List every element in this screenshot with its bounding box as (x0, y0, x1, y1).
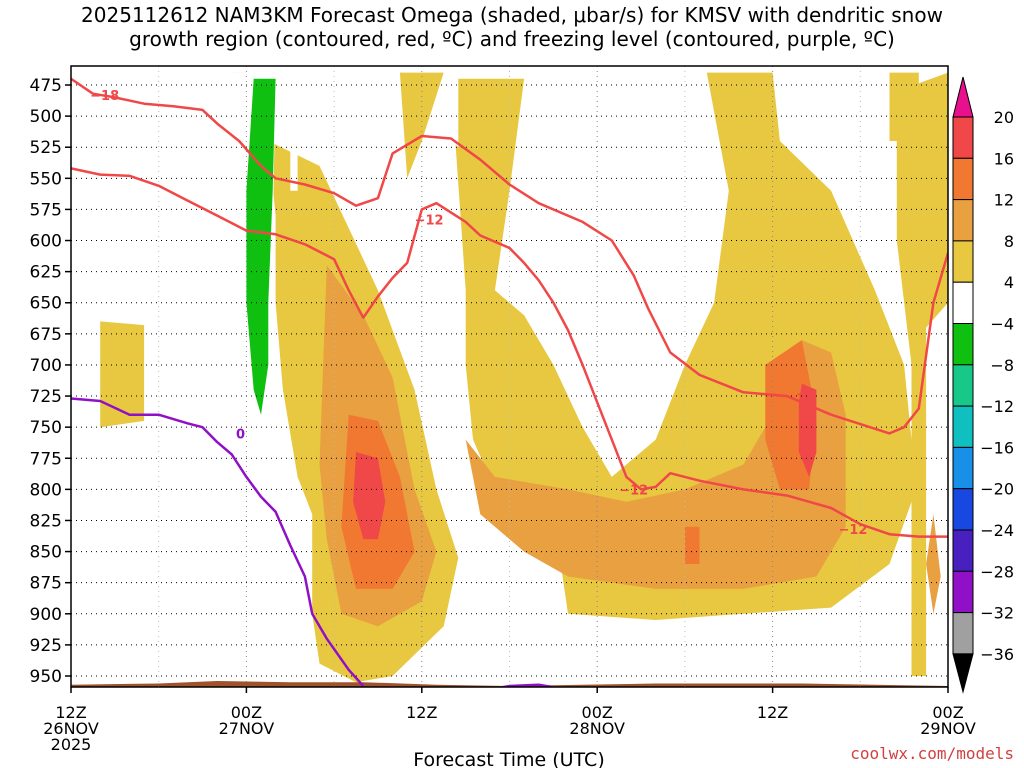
x-tick-label: 00Z (582, 703, 613, 722)
omega-region (275, 601, 280, 627)
chart-title-line2: growth region (contoured, red, ºC) and f… (129, 27, 895, 51)
y-tick-label: 675 (30, 325, 62, 345)
colorbar-label: 20 (994, 108, 1014, 127)
y-tick-label: 575 (30, 200, 62, 220)
colorbar-label: −24 (980, 521, 1014, 540)
omega-region (290, 72, 298, 191)
colorbar-bin (952, 323, 974, 366)
colorbar-under-arrow (952, 653, 974, 694)
colorbar-label: −8 (990, 356, 1014, 375)
x-tick-label: 26NOV (43, 719, 99, 738)
grid (71, 66, 948, 687)
colorbar-bin (952, 612, 974, 655)
x-tick-label: 2025 (51, 735, 92, 754)
omega-region (926, 514, 941, 614)
colorbar-bin (952, 570, 974, 614)
dgz-contour (71, 77, 948, 435)
colorbar-label: −36 (980, 645, 1014, 664)
x-tick-label: 12Z (406, 703, 437, 722)
ground-layer (71, 681, 948, 687)
colorbar-label: −4 (990, 315, 1014, 334)
omega-region (684, 526, 700, 564)
y-tick-label: 650 (30, 294, 62, 314)
colorbar-bin (952, 199, 974, 242)
x-tick-label: 27NOV (219, 719, 275, 738)
omega-region (246, 539, 254, 589)
y-tick-label: 825 (30, 511, 62, 531)
y-tick-label: 600 (30, 232, 62, 252)
colorbar-bin (952, 364, 974, 407)
colorbar-bin (952, 281, 974, 325)
colorbar-label: −16 (980, 438, 1014, 457)
y-tick-label: 750 (30, 418, 62, 438)
colorbar-label: 16 (994, 149, 1014, 168)
y-tick-label: 875 (30, 574, 62, 594)
y-tick-label: 900 (30, 605, 62, 625)
colorbar: 20 16 12 8 4 −4 −8 −12 −16 −20 −24 −28 −32 −36 (952, 76, 1014, 694)
colorbar-label: 12 (994, 191, 1014, 210)
colorbar-bin (952, 446, 974, 490)
omega-region (246, 78, 276, 415)
omega-region (473, 165, 495, 216)
x-tick-label: 00Z (231, 703, 262, 722)
y-axis: 475 500 525 550 575 600 625 650 675 700 725 750 775 8… (30, 76, 71, 687)
dgz-contour-label: −12 (415, 213, 444, 228)
dgz-contour-label: −12 (619, 483, 648, 498)
colorbar-label: −28 (980, 562, 1014, 581)
x-tick-label: 00Z (932, 703, 963, 722)
dgz-contour-label: −12 (838, 523, 867, 538)
omega-region (173, 72, 210, 440)
y-tick-label: 800 (30, 480, 62, 500)
colorbar-bin (952, 157, 974, 201)
chart-title-line1: 2025112612 NAM3KM Forecast Omega (shaded… (81, 3, 943, 27)
colorbar-label: −20 (980, 480, 1014, 499)
omega-region (465, 340, 846, 589)
omega-region (353, 452, 386, 540)
x-tick-label: 12Z (55, 703, 86, 722)
colorbar-label: −12 (980, 397, 1014, 416)
dgz-contour-label: −1 (796, 388, 816, 403)
omega-region (100, 321, 145, 428)
freezing-level-contour (495, 683, 554, 687)
omega-region (399, 72, 444, 179)
x-axis-label: Forecast Time (UTC) (413, 749, 604, 768)
x-tick-label: 29NOV (920, 719, 976, 738)
colorbar-label: −32 (980, 604, 1014, 623)
omega-region (363, 72, 386, 179)
plot-frame (70, 65, 949, 688)
y-tick-label: 925 (30, 636, 62, 656)
colorbar-label: 4 (1004, 273, 1014, 292)
colorbar-bin (952, 405, 974, 448)
y-tick-label: 500 (30, 107, 62, 127)
ground-terrain (71, 681, 948, 687)
colorbar-over-arrow (952, 76, 974, 118)
contour-lines: −18 −12 −12 −12 −1 0 (71, 77, 948, 687)
colorbar-bin (952, 116, 974, 159)
omega-region (451, 72, 459, 148)
y-tick-label: 525 (30, 138, 62, 158)
y-tick-label: 850 (30, 543, 62, 563)
y-tick-label: 725 (30, 387, 62, 407)
dgz-contour (71, 167, 948, 538)
y-tick-label: 950 (30, 667, 62, 687)
x-tick-label: 12Z (757, 703, 788, 722)
y-tick-label: 475 (30, 76, 62, 96)
omega-region (176, 302, 188, 390)
y-tick-label: 775 (30, 449, 62, 469)
freezing-level-contour (71, 397, 365, 687)
x-tick-label: 28NOV (569, 719, 625, 738)
y-tick-label: 550 (30, 169, 62, 189)
omega-shading (100, 72, 948, 683)
site-credit: coolwx.com/models (850, 744, 1014, 763)
colorbar-label: 8 (1004, 232, 1014, 251)
y-tick-label: 625 (30, 263, 62, 283)
colorbar-bin (952, 240, 974, 283)
colorbar-bin (952, 529, 974, 572)
y-tick-label: 700 (30, 356, 62, 376)
dgz-contour-label: −18 (90, 89, 119, 104)
freezing-level-label: 0 (236, 427, 245, 442)
colorbar-bin (952, 488, 974, 531)
